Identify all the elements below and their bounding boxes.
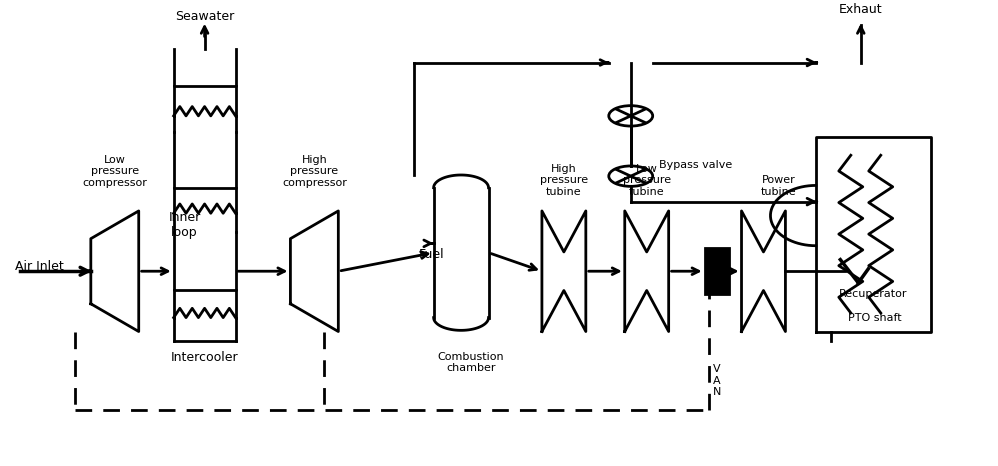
Text: Recuperator: Recuperator (839, 289, 907, 299)
Text: High
pressure
compressor: High pressure compressor (281, 155, 347, 188)
Text: Fuel: Fuel (418, 248, 444, 261)
Text: Exhaut: Exhaut (839, 3, 882, 16)
Text: PTO shaft: PTO shaft (848, 313, 902, 322)
Text: Intercooler: Intercooler (171, 351, 239, 364)
Text: Air Inlet: Air Inlet (15, 260, 64, 273)
Text: V
A
N: V A N (713, 364, 721, 397)
Text: Low
pressure
compressor: Low pressure compressor (82, 155, 148, 188)
Text: Bypass valve: Bypass valve (659, 159, 732, 170)
Bar (705, 248, 729, 295)
Text: Inner
loop: Inner loop (169, 211, 201, 239)
Text: Low
pressure
tubine: Low pressure tubine (623, 164, 671, 197)
Text: Power
tubine: Power tubine (760, 175, 796, 197)
Text: Seawater: Seawater (175, 10, 235, 23)
Text: Combustion
chamber: Combustion chamber (438, 352, 504, 373)
Text: High
pressure
tubine: High pressure tubine (540, 164, 588, 197)
